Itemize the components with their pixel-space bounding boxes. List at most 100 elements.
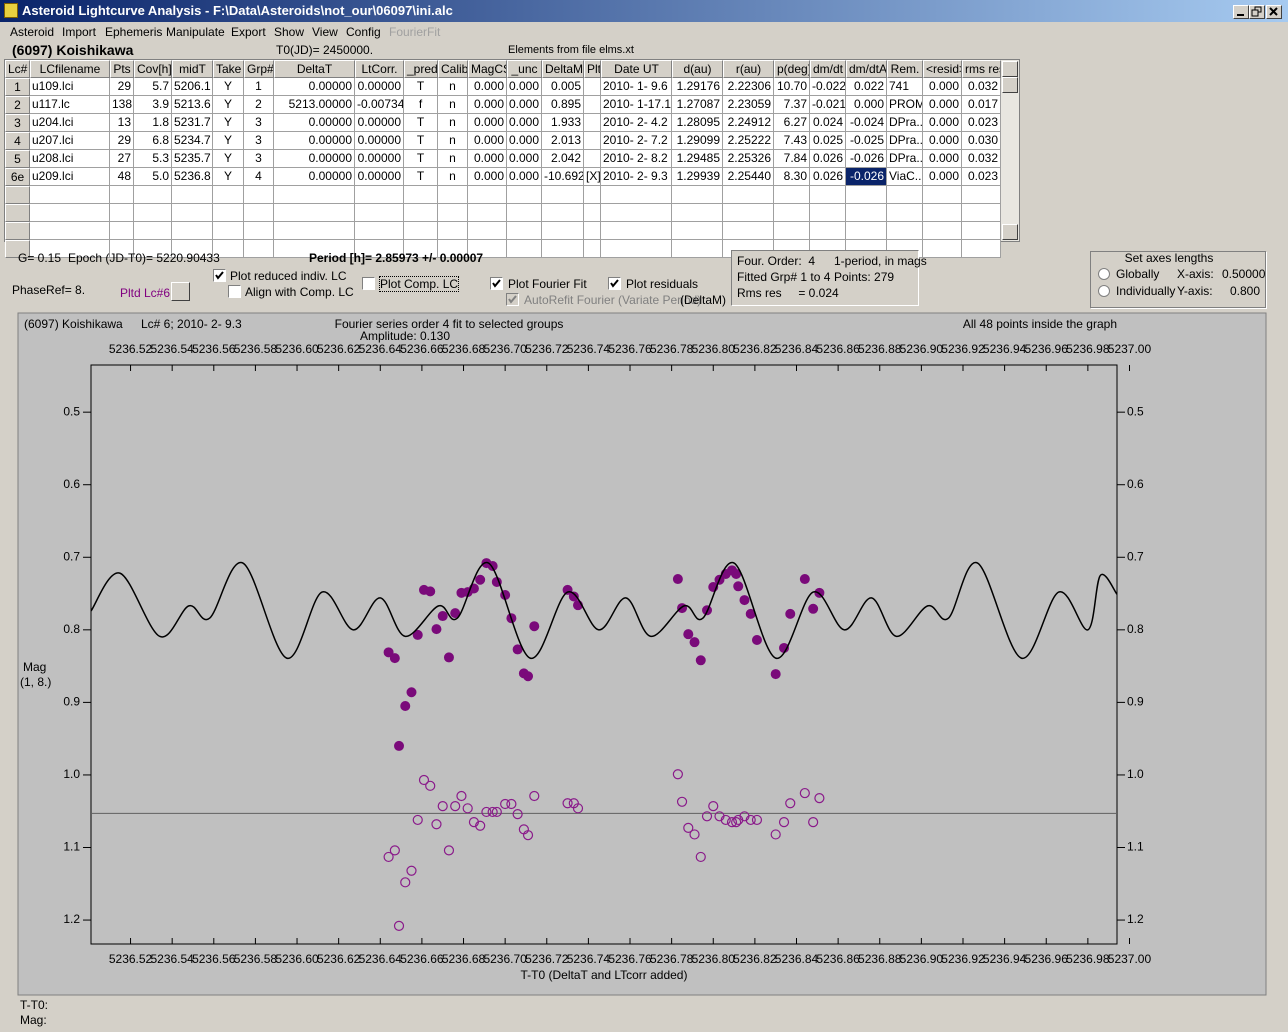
table-cell[interactable] <box>244 204 274 222</box>
table-cell[interactable]: n <box>438 132 468 150</box>
scroll-down[interactable] <box>1002 224 1018 240</box>
table-cell[interactable]: 3 <box>244 132 274 150</box>
table-cell[interactable]: 0.000 <box>468 132 507 150</box>
checkbox-label[interactable]: Plot residuals <box>626 277 699 291</box>
menu-item[interactable]: Config <box>346 25 381 39</box>
table-cell[interactable] <box>584 222 601 240</box>
row-header[interactable]: 1 <box>5 78 30 96</box>
table-cell[interactable] <box>723 222 774 240</box>
table-cell[interactable]: 0.000 <box>507 78 542 96</box>
table-cell[interactable] <box>887 222 923 240</box>
table-cell[interactable] <box>110 222 134 240</box>
table-cell[interactable] <box>244 240 274 258</box>
table-cell[interactable]: 0.000 <box>468 150 507 168</box>
table-cell[interactable]: 2010- 2- 8.2 <box>601 150 672 168</box>
table-cell[interactable] <box>542 222 584 240</box>
table-cell[interactable] <box>810 204 846 222</box>
table-cell[interactable]: 0.000 <box>507 132 542 150</box>
table-cell[interactable]: 2010- 2- 9.3 <box>601 168 672 186</box>
table-cell[interactable]: 0.000 <box>468 78 507 96</box>
column-header[interactable]: Pts <box>110 60 134 78</box>
table-cell[interactable]: Y <box>213 96 244 114</box>
table-cell[interactable]: ViaC... <box>887 168 923 186</box>
minimize-button[interactable] <box>1233 5 1249 19</box>
table-cell[interactable]: u117.lc <box>30 96 110 114</box>
table-cell[interactable]: 3.9 <box>134 96 172 114</box>
table-cell[interactable] <box>172 204 213 222</box>
row-header[interactable] <box>5 204 30 222</box>
table-cell[interactable] <box>438 222 468 240</box>
table-cell[interactable] <box>774 186 810 204</box>
checkbox-label[interactable]: Plot reduced indiv. LC <box>230 269 347 283</box>
table-cell[interactable]: -0.026 <box>846 168 887 186</box>
checkbox[interactable] <box>362 277 375 290</box>
table-cell[interactable]: 6.8 <box>134 132 172 150</box>
table-cell[interactable]: 0.030 <box>962 132 1001 150</box>
table-cell[interactable]: 2.23059 <box>723 96 774 114</box>
radio-label[interactable]: Individually <box>1116 284 1176 298</box>
table-cell[interactable]: 5236.8 <box>172 168 213 186</box>
table-cell[interactable] <box>723 204 774 222</box>
table-cell[interactable]: 0.895 <box>542 96 584 114</box>
table-cell[interactable]: 4 <box>244 168 274 186</box>
table-cell[interactable]: PROM <box>887 96 923 114</box>
table-cell[interactable]: 1.29485 <box>672 150 723 168</box>
table-cell[interactable] <box>355 240 404 258</box>
table-cell[interactable] <box>962 240 1001 258</box>
table-cell[interactable]: 0.000 <box>923 168 962 186</box>
table-cell[interactable] <box>887 204 923 222</box>
scroll-up[interactable] <box>1002 61 1018 77</box>
row-header[interactable]: 2 <box>5 96 30 114</box>
table-cell[interactable] <box>601 240 672 258</box>
table-cell[interactable] <box>774 204 810 222</box>
column-header[interactable]: DeltaT <box>274 60 355 78</box>
table-cell[interactable] <box>30 222 110 240</box>
menu-item[interactable]: Export <box>231 25 266 39</box>
table-cell[interactable] <box>172 222 213 240</box>
column-header[interactable]: dm/dt <box>810 60 846 78</box>
table-cell[interactable]: 0.032 <box>962 150 1001 168</box>
table-cell[interactable] <box>110 204 134 222</box>
table-cell[interactable]: n <box>438 150 468 168</box>
column-header[interactable]: _unc <box>507 60 542 78</box>
table-cell[interactable] <box>355 222 404 240</box>
table-cell[interactable] <box>584 78 601 96</box>
table-cell[interactable] <box>584 132 601 150</box>
table-cell[interactable]: n <box>438 96 468 114</box>
table-cell[interactable] <box>110 240 134 258</box>
column-header[interactable]: LCfilename <box>30 60 110 78</box>
table-cell[interactable]: u109.lci <box>30 78 110 96</box>
table-cell[interactable]: 0.00000 <box>355 114 404 132</box>
table-cell[interactable]: -0.022 <box>810 78 846 96</box>
table-cell[interactable]: 1.29099 <box>672 132 723 150</box>
table-cell[interactable]: T <box>404 150 438 168</box>
table-cell[interactable]: 0.000 <box>507 96 542 114</box>
table-cell[interactable]: n <box>438 78 468 96</box>
table-cell[interactable]: 0.000 <box>923 150 962 168</box>
column-header[interactable]: r(au) <box>723 60 774 78</box>
table-cell[interactable]: 2.24912 <box>723 114 774 132</box>
table-cell[interactable]: 5231.7 <box>172 114 213 132</box>
row-header[interactable] <box>5 186 30 204</box>
table-cell[interactable] <box>172 240 213 258</box>
radio-label[interactable]: Globally <box>1116 267 1160 281</box>
table-cell[interactable]: 1.29176 <box>672 78 723 96</box>
table-cell[interactable] <box>213 204 244 222</box>
table-cell[interactable] <box>810 222 846 240</box>
table-cell[interactable] <box>601 222 672 240</box>
table-cell[interactable] <box>923 204 962 222</box>
table-cell[interactable]: 2010- 1-17.1 <box>601 96 672 114</box>
table-cell[interactable]: 0.00000 <box>274 78 355 96</box>
table-cell[interactable] <box>438 204 468 222</box>
table-cell[interactable] <box>584 186 601 204</box>
table-cell[interactable]: n <box>438 114 468 132</box>
table-cell[interactable] <box>672 186 723 204</box>
table-cell[interactable]: 0.005 <box>542 78 584 96</box>
table-cell[interactable]: 7.43 <box>774 132 810 150</box>
table-cell[interactable] <box>213 240 244 258</box>
menu-item[interactable]: Import <box>62 25 97 39</box>
table-cell[interactable]: 2.042 <box>542 150 584 168</box>
table-cell[interactable]: Y <box>213 78 244 96</box>
table-cell[interactable] <box>30 240 110 258</box>
table-cell[interactable] <box>274 240 355 258</box>
